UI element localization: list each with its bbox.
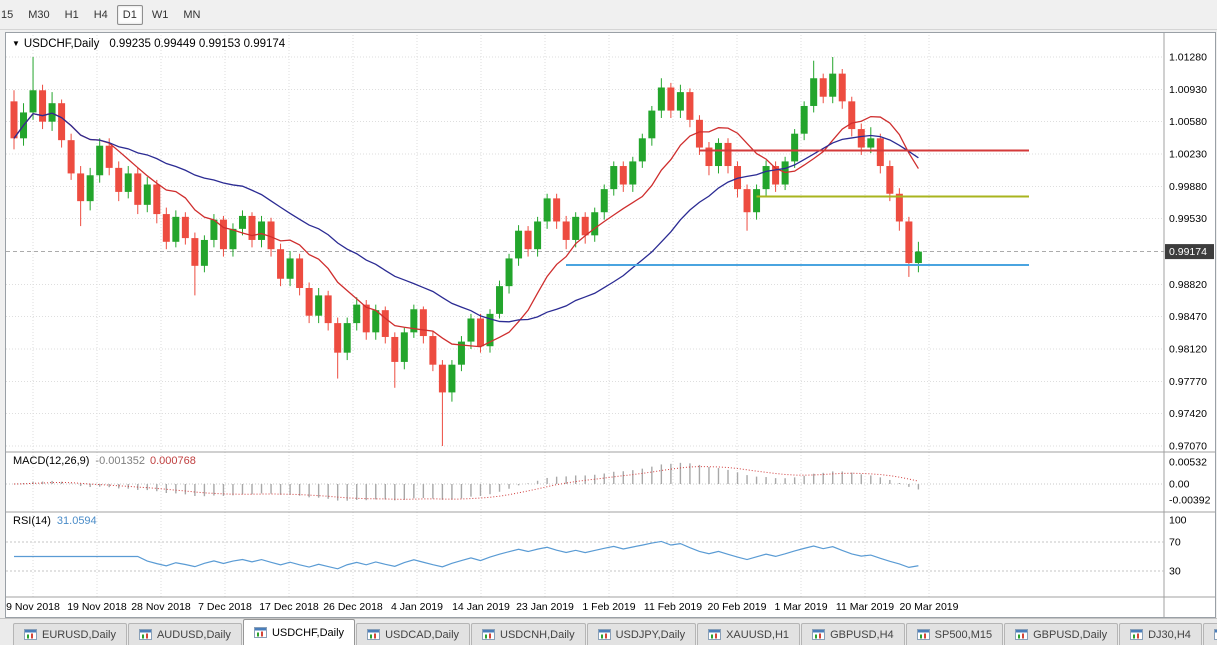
symbol-name: USDCHF,Daily — [23, 38, 100, 50]
chart-tab-xauusd-h1[interactable]: XAUUSD,H1 — [697, 623, 801, 645]
chart-tab-label: EURUSD,Daily — [42, 628, 116, 641]
chart-tab-usdchf-daily[interactable]: USDCHF,Daily — [242, 619, 356, 645]
chart-tab-icon — [482, 629, 496, 640]
price-axis-label: 0.97420 — [1169, 408, 1207, 420]
chart-tab-usdcnh-daily[interactable]: USDCNH,Daily — [471, 623, 586, 645]
ohlc-values: 0.99235 0.99449 0.99153 0.99174 — [109, 38, 286, 50]
date-axis-label: 26 Dec 2018 — [323, 601, 383, 613]
chart-tab-label: GBPUSD,Daily — [1033, 628, 1108, 641]
rsi-axis-label: 100 — [1169, 515, 1187, 527]
chart-tab-eurusd-daily[interactable]: EURUSD,Daily — [13, 623, 127, 645]
chart-tabs: EURUSD,Daily AUDUSD,Daily USDCHF,Daily USDC… — [0, 618, 1217, 645]
timeframe-button-m30[interactable]: M30 — [28, 8, 50, 21]
chart-tab-icon — [138, 629, 152, 640]
price-axis-label: 0.98820 — [1169, 279, 1207, 291]
current-price-label: 0.99174 — [1169, 246, 1207, 258]
price-axis-label: 0.97770 — [1169, 376, 1207, 388]
chart-tab-icon — [253, 627, 267, 638]
date-axis-label: 20 Mar 2019 — [900, 601, 959, 613]
macd-axis-label: 0.00 — [1169, 479, 1190, 491]
ma-slow-line — [13, 112, 919, 323]
rsi-value: 31.0594 — [56, 515, 97, 527]
date-axis-label: 1 Feb 2019 — [582, 601, 635, 613]
timeframe-button-mn[interactable]: MN — [183, 8, 201, 21]
macd-signal-line — [13, 466, 919, 500]
macd-value: -0.001352 — [95, 455, 145, 467]
chart-window[interactable]: 1.01280 1.00930 1.00580 1.00230 0.99880 0.995… — [5, 32, 1216, 618]
price-axis-label: 1.00230 — [1169, 149, 1207, 161]
ma-fast-line — [13, 112, 919, 348]
macd-name: MACD(12,26,9) — [13, 455, 90, 467]
symbol-header[interactable]: ▼ USDCHF,Daily 0.99235 0.99449 0.99153 0.9… — [12, 38, 285, 50]
chart-tab-icon — [24, 629, 37, 640]
macd-axis-label: -0.00392 — [1169, 495, 1211, 507]
date-axis-label: 20 Feb 2019 — [708, 601, 767, 613]
chart-tab-icon — [708, 629, 722, 640]
chart-tab-label: SP500,M15 — [934, 628, 993, 641]
chart-tab-icon — [597, 629, 611, 640]
timeframe-button-h4[interactable]: H4 — [93, 8, 108, 21]
chart-tab-dj30-h4[interactable]: DJ30,H4 — [1119, 623, 1202, 645]
price-axis-label: 0.98470 — [1169, 311, 1207, 323]
chart-tab-icon — [1130, 629, 1144, 640]
chart-tab-usdjpy-daily[interactable]: USDJPY,Daily — [586, 623, 697, 645]
date-axis-label: 17 Dec 2018 — [259, 601, 319, 613]
date-axis-label: 14 Jan 2019 — [452, 601, 510, 613]
date-axis-label: 23 Jan 2019 — [516, 601, 574, 613]
rsi-line — [14, 540, 919, 570]
chart-tab-label: USDJPY,Daily — [615, 628, 686, 641]
chart-tab-audusd-daily[interactable]: AUDUSD,Daily — [127, 623, 242, 645]
price-axis-label: 0.99880 — [1169, 181, 1207, 193]
date-axis-label: 7 Dec 2018 — [198, 601, 252, 613]
timeframe-button-w1[interactable]: W1 — [151, 8, 169, 21]
timeframe-toolbar: 15 M30 H1 H4 D1 W1 MN — [0, 0, 1217, 30]
date-axis-label: 4 Jan 2019 — [391, 601, 443, 613]
grid — [6, 35, 1164, 597]
chart-tab-label: USDCNH,Daily — [500, 628, 575, 641]
timeframe-button-h1[interactable]: H1 — [64, 8, 79, 21]
macd-label: MACD(12,26,9) -0.001352 0.000768 — [13, 455, 196, 467]
chart-tab-gbpusd-daily[interactable]: GBPUSD,Daily — [1004, 623, 1119, 645]
chart-tab-label: AUDUSD,Daily — [156, 628, 231, 641]
chart-tab-sp500-m15[interactable]: SP500,M15 — [905, 623, 1004, 645]
date-axis-label: 9 Nov 2018 — [6, 601, 60, 613]
date-axis-label: 11 Mar 2019 — [836, 601, 894, 613]
macd-axis-label: 0.00532 — [1169, 457, 1207, 469]
timeframe-button-15[interactable]: 15 — [1, 8, 14, 21]
chart-tab-label: USDCAD,Daily — [385, 628, 460, 641]
price-axis-label: 0.98120 — [1169, 343, 1207, 355]
chart-tab-label: USDCHF,Daily — [271, 626, 345, 639]
price-axis-label: 0.99530 — [1169, 213, 1207, 225]
rsi-name: RSI(14) — [13, 515, 51, 527]
price-axis-label: 1.01280 — [1169, 52, 1207, 64]
chart-tab-label: DJ30,H4 — [1148, 628, 1191, 641]
rsi-label: RSI(14) 31.0594 — [13, 515, 97, 527]
price-axis-label: 1.00930 — [1169, 84, 1207, 96]
timeframe-button-d1[interactable]: D1 — [116, 4, 143, 25]
chart-tab-tech100-h1[interactable]: TECH100,H1 — [1202, 623, 1217, 645]
chart-tab-icon — [916, 629, 930, 640]
price-axis-label: 0.97070 — [1169, 441, 1207, 453]
rsi-axis-label: 30 — [1169, 566, 1181, 578]
date-axis-label: 1 Mar 2019 — [774, 601, 827, 613]
symbol-dropdown-icon[interactable]: ▼ — [12, 39, 20, 48]
price-axis-label: 1.00580 — [1169, 116, 1207, 128]
macd-histogram — [22, 462, 920, 501]
date-axis-label: 11 Feb 2019 — [644, 601, 702, 613]
chart-canvas[interactable]: 1.01280 1.00930 1.00580 1.00230 0.99880 0.995… — [6, 33, 1215, 617]
chart-tab-icon — [812, 629, 826, 640]
chart-tab-gbpusd-h4[interactable]: GBPUSD,H4 — [801, 623, 905, 645]
chart-tab-usdcad-daily[interactable]: USDCAD,Daily — [356, 623, 471, 645]
date-axis-label: 19 Nov 2018 — [67, 601, 127, 613]
chart-tab-label: GBPUSD,H4 — [830, 628, 894, 641]
macd-signal-value: 0.000768 — [149, 455, 196, 467]
current-price-badge — [1165, 244, 1214, 260]
date-axis-label: 28 Nov 2018 — [131, 601, 191, 613]
rsi-axis-label: 70 — [1169, 536, 1181, 548]
chart-tab-label: XAUUSD,H1 — [726, 628, 790, 641]
chart-tab-icon — [1015, 629, 1029, 640]
chart-tab-icon — [367, 629, 381, 640]
